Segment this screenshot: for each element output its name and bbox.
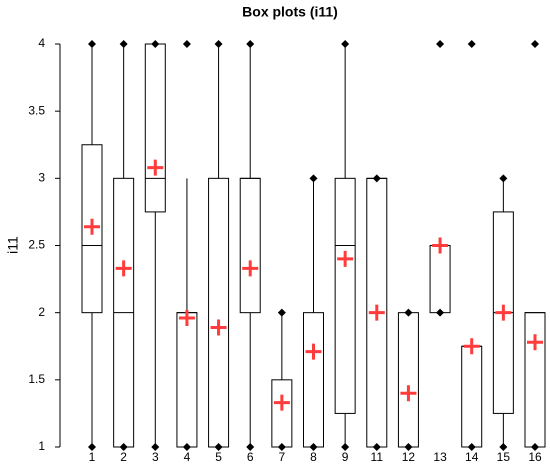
box	[208, 177, 230, 448]
y-tick-label: 2.5	[28, 238, 45, 252]
y-tick-label: 3	[38, 171, 45, 185]
point	[277, 308, 286, 317]
point	[88, 40, 96, 48]
point	[277, 443, 286, 451]
point	[214, 443, 223, 451]
x-tick-label: 2	[120, 450, 127, 464]
mean-marker	[463, 338, 480, 355]
mean-marker	[115, 260, 132, 277]
x-tick-label: 15	[497, 450, 511, 464]
x-tick-label: 12	[402, 450, 416, 464]
point	[341, 443, 350, 451]
box	[524, 312, 546, 448]
point	[372, 443, 381, 451]
box	[144, 43, 166, 213]
x-tick-label: 14	[465, 450, 479, 464]
point	[404, 308, 413, 317]
point	[182, 443, 191, 451]
point	[499, 443, 508, 451]
mean-marker	[210, 319, 227, 336]
point	[531, 443, 539, 451]
y-tick-label: 3.5	[28, 103, 45, 117]
point	[404, 443, 413, 451]
mean-marker	[400, 385, 417, 402]
y-tick-label: 4	[38, 36, 45, 50]
point	[436, 40, 445, 48]
box	[397, 312, 419, 448]
mean-marker	[147, 159, 164, 176]
mean-marker	[495, 304, 512, 321]
y-tick-label: 1.5	[28, 372, 45, 386]
point	[467, 40, 476, 48]
box	[429, 245, 451, 314]
mean-marker	[337, 250, 354, 267]
mean-marker	[527, 334, 543, 351]
box	[461, 345, 483, 448]
point	[182, 40, 191, 48]
point	[119, 40, 128, 48]
y-tick-label: 1	[38, 439, 45, 453]
x-tick-label: 6	[247, 450, 254, 464]
point	[341, 40, 350, 48]
box	[334, 177, 356, 414]
point	[151, 443, 160, 451]
y-axis-label: i11	[5, 236, 21, 254]
point	[246, 40, 255, 48]
point	[309, 443, 318, 451]
point	[436, 308, 445, 317]
point	[467, 443, 476, 451]
point	[119, 443, 128, 451]
point	[214, 40, 223, 48]
point	[151, 40, 160, 48]
x-tick-label: 5	[215, 450, 222, 464]
mean-marker	[305, 343, 322, 360]
point	[88, 443, 96, 451]
chart-title: Box plots (i11)	[242, 4, 338, 20]
point	[309, 174, 318, 183]
point	[499, 174, 508, 183]
x-tick-label: 11	[371, 450, 384, 464]
point	[531, 40, 539, 48]
x-tick-label: 9	[342, 450, 349, 464]
x-tick-label: 8	[310, 450, 317, 464]
mean-marker	[242, 260, 259, 277]
mean-marker	[368, 304, 385, 321]
box	[239, 177, 261, 314]
box	[176, 312, 198, 448]
mean-marker	[432, 237, 449, 254]
box	[303, 312, 324, 448]
x-tick-label: 1	[89, 450, 96, 464]
x-tick-label: 7	[279, 450, 286, 464]
point	[246, 443, 255, 451]
x-tick-label: 3	[152, 450, 159, 464]
y-tick-label: 2	[38, 305, 45, 319]
mean-marker	[178, 310, 195, 327]
mean-marker	[84, 218, 100, 235]
x-tick-label: 4	[184, 450, 191, 464]
mean-marker	[273, 394, 290, 411]
x-tick-label: 16	[528, 450, 542, 464]
box	[271, 379, 293, 448]
box	[81, 144, 103, 314]
point	[372, 174, 381, 183]
x-tick-label: 13	[433, 450, 447, 464]
